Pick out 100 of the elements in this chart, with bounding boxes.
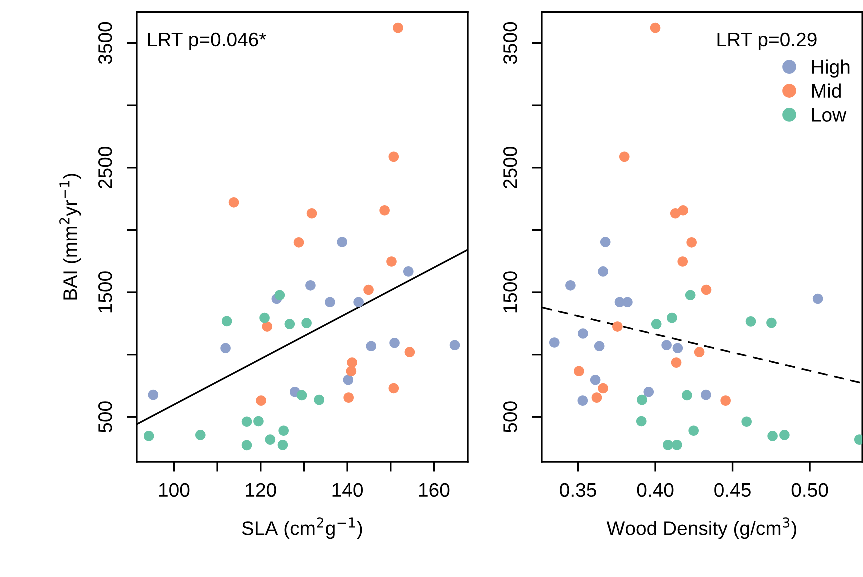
x-tick-label: 0.50 [792,483,828,498]
y-tick-label: 3500 [98,22,112,64]
point [598,383,608,394]
point [220,343,231,354]
legend-label: Low [812,108,847,122]
point [592,392,602,403]
point [636,416,647,427]
point [663,440,674,450]
point [678,256,688,267]
point [701,284,712,296]
point [644,386,654,398]
point [671,358,682,368]
point [685,290,696,301]
point [549,338,560,348]
point [746,316,756,327]
x-tick-label: 100 [159,483,190,498]
point [612,322,623,332]
point [590,374,601,386]
x-tick-label: 0.40 [637,483,674,498]
y-tick-label: 2500 [98,147,112,189]
point [306,208,318,219]
point [366,341,377,352]
x-tick-label: 140 [332,483,364,498]
point [578,396,588,406]
y-tick-label: 1500 [504,272,518,313]
point [662,340,672,351]
point [574,366,584,377]
point [144,431,154,442]
point [450,340,460,351]
point [768,431,778,442]
y-tick-label: 1500 [98,272,112,313]
point [854,434,863,445]
point [672,440,682,450]
point [393,22,404,34]
point [294,238,304,248]
point [343,374,354,386]
point [325,297,336,308]
point [296,390,308,401]
point [678,205,688,216]
annotation: LRT p=0.046* [148,32,266,50]
point [766,318,777,328]
point [650,22,661,34]
point [222,316,232,327]
point [780,430,790,440]
x-axis-title: Wood Density (g/cm$^{3}$) [606,518,796,540]
point [390,338,400,348]
point [278,440,288,450]
point [622,297,633,308]
point [337,237,348,248]
x-tick-label: 120 [246,483,276,498]
point [403,266,414,277]
point [262,322,273,332]
x-tick-label: 160 [419,483,450,498]
point [651,319,662,330]
point [667,312,678,324]
point [720,396,731,406]
point [742,416,752,428]
point [388,152,400,162]
point [686,238,697,248]
point [619,152,630,162]
legend-label: High [812,60,850,78]
point [278,426,289,436]
point [254,416,264,427]
y-tick-label: 500 [504,402,518,433]
point [148,390,159,400]
point [682,390,692,401]
point [265,434,276,445]
point [196,430,206,440]
point [701,390,712,400]
point [566,280,576,291]
point [354,297,364,308]
point [672,343,684,354]
point [306,280,316,291]
point [364,284,374,296]
x-axis-title: SLA (cm$^{2}$g$^{−1}$) [242,518,362,540]
point [274,290,286,301]
point [688,426,699,436]
point [594,341,605,352]
point [346,366,357,377]
point [600,237,611,248]
point [386,256,397,267]
point [598,266,608,277]
point [242,440,252,451]
y-tick-label: 2500 [504,147,518,189]
point [694,347,705,358]
point [256,396,266,406]
point [578,328,588,339]
point [228,198,240,208]
annotation: LRT p=0.29 [718,32,817,50]
y-tick-label: 500 [98,402,112,433]
point [284,319,296,330]
point [380,205,390,216]
y-tick-label: 3500 [504,22,518,64]
point [347,358,358,368]
point [260,312,270,324]
point [404,347,416,358]
x-tick-label: 0.45 [714,483,751,498]
point [344,392,354,403]
y-axis-title: BAI (mm$^{2}$yr$^{−1}$) [60,174,82,300]
x-tick-label: 0.35 [560,483,596,498]
